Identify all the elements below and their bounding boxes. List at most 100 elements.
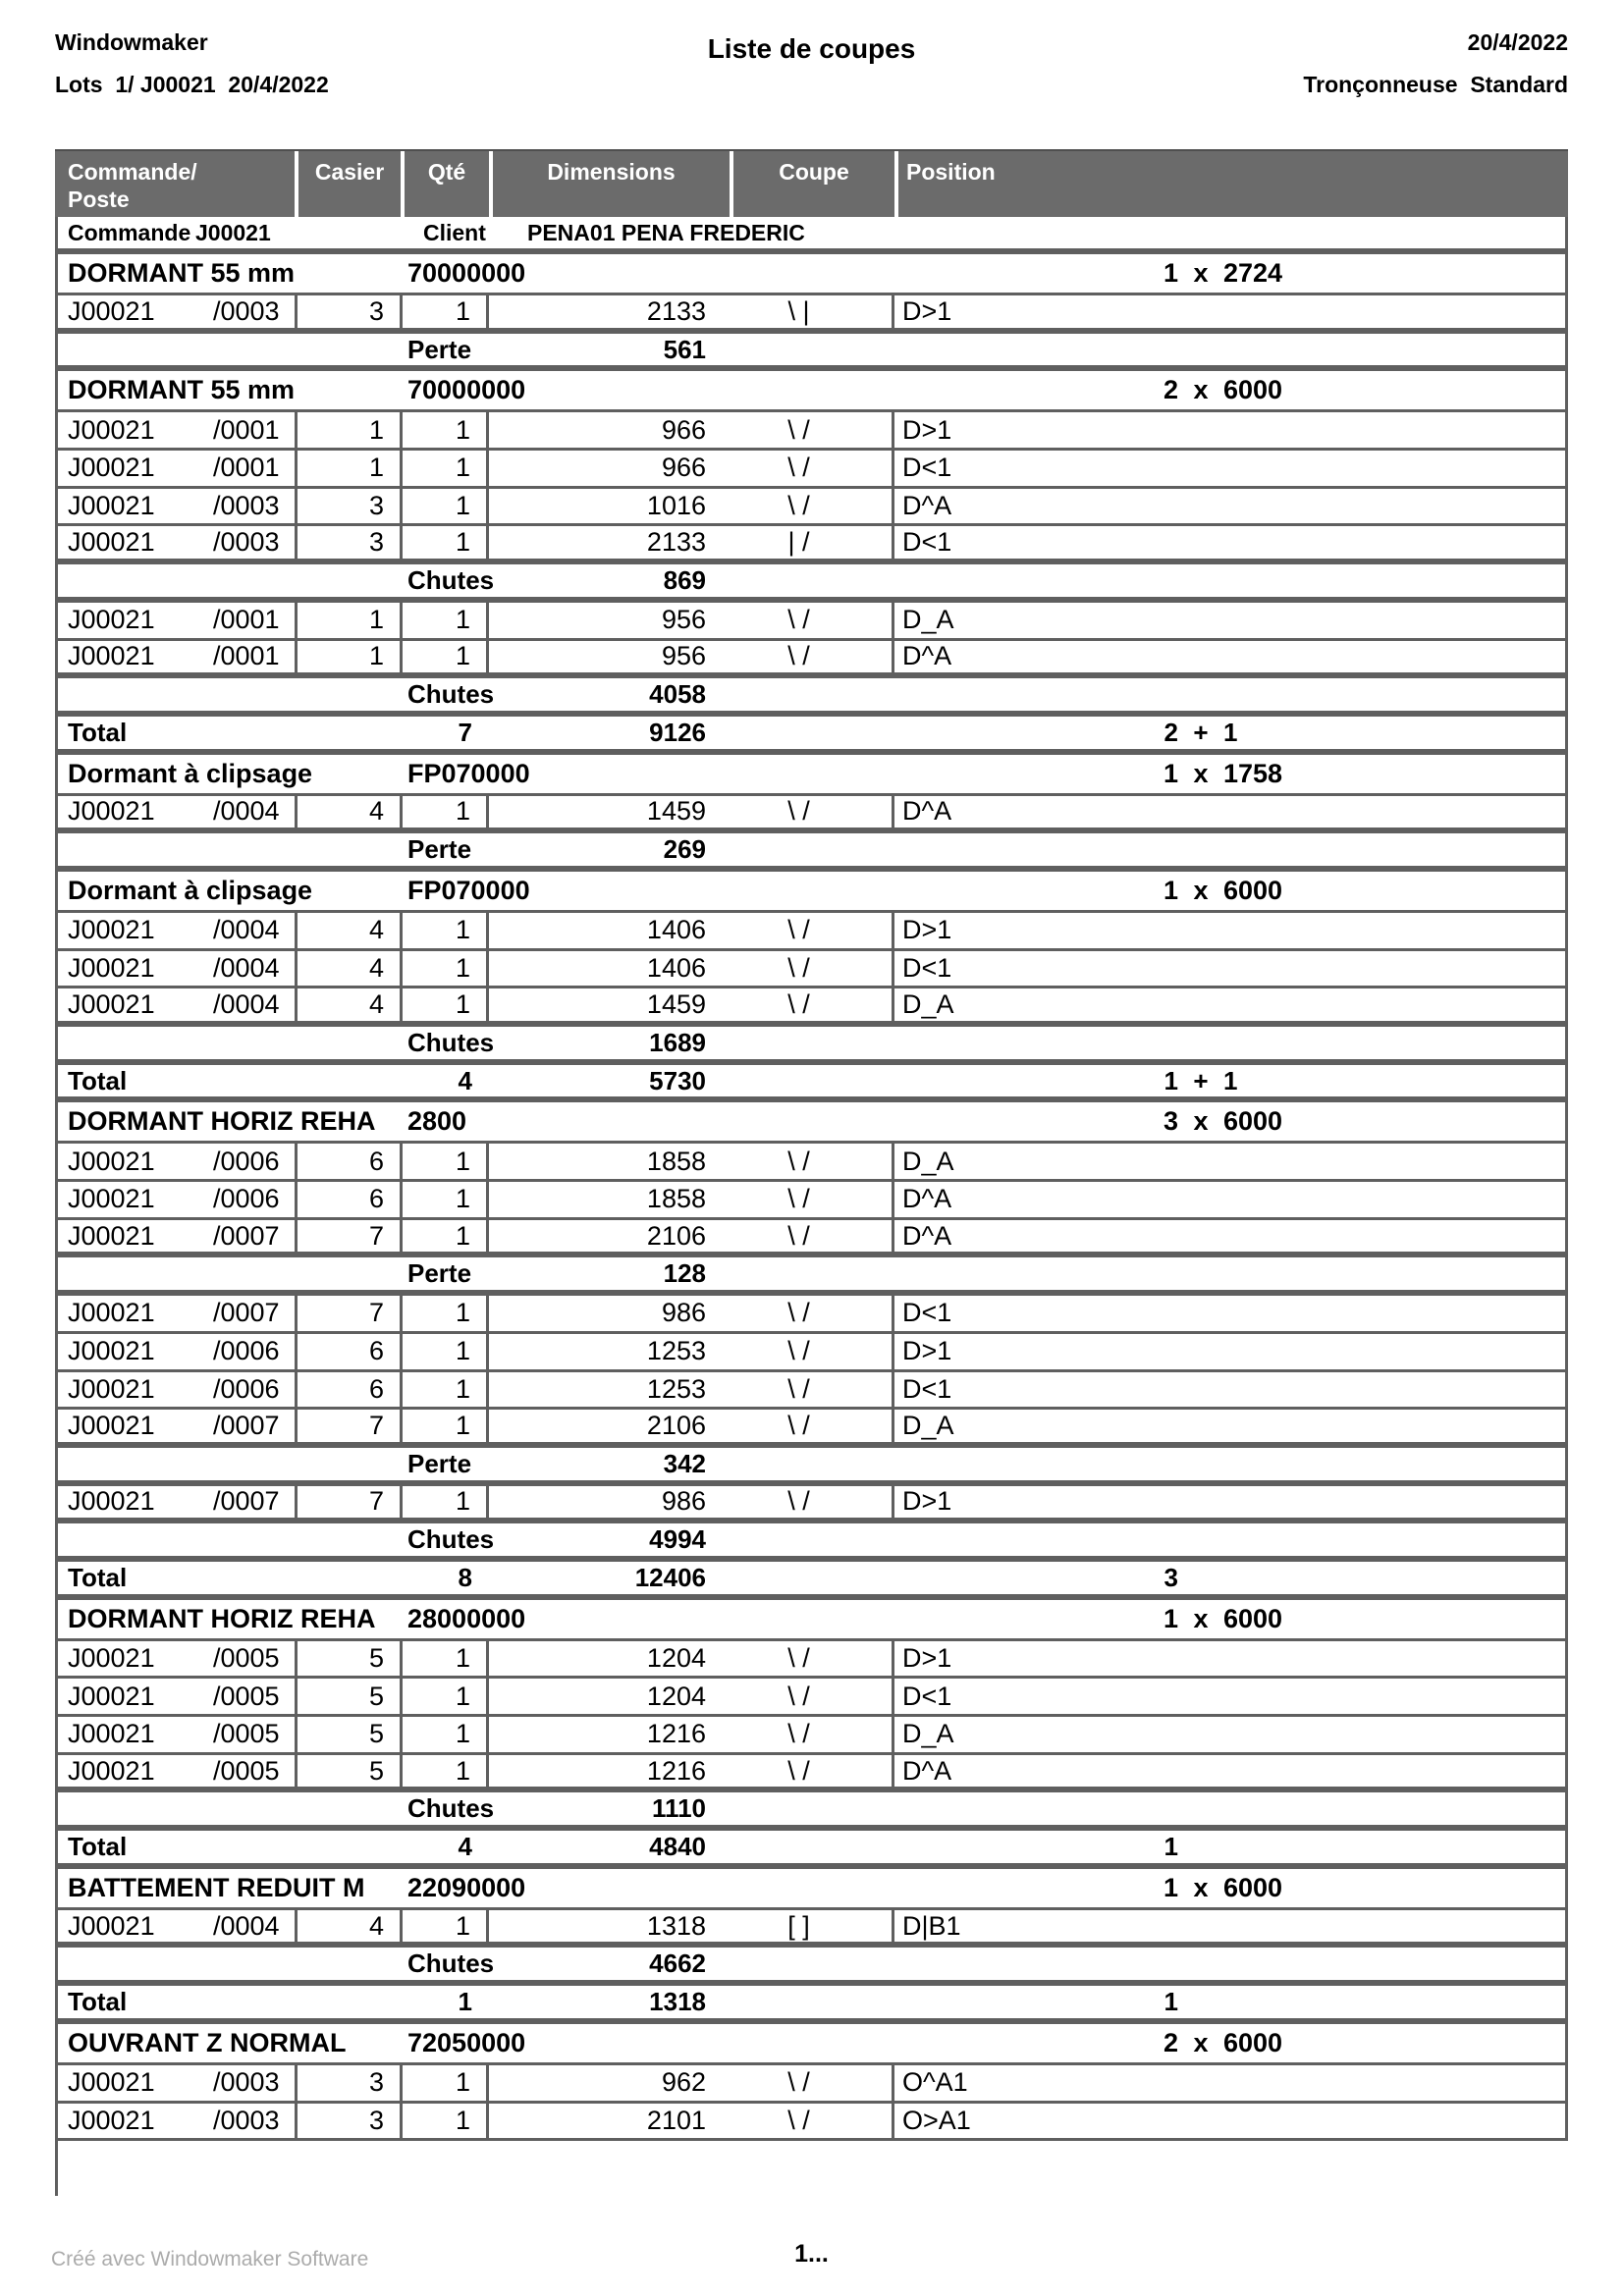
poste-number: /0001 [213, 453, 280, 483]
footer-credit: Créé avec Windowmaker Software [51, 2248, 369, 2270]
position-cell: D_A [892, 988, 1565, 1021]
waste-label: Chutes [407, 1949, 495, 1979]
bar-separator: x [1193, 1603, 1209, 1633]
bar-separator: x [1193, 2027, 1209, 2057]
commande-poste-cell: J00021 /0001 [58, 451, 295, 486]
waste-label: Chutes [407, 679, 495, 710]
table-header-row: Commande/ Poste Casier Qté Dimensions Co… [55, 149, 1568, 217]
dimensions-coupe-cell: 1253 \ / [486, 1371, 892, 1408]
cut-row: J00021 /0006 6 1 1253 \ / D>1 [55, 1333, 1568, 1372]
order-number: J00021 [68, 453, 155, 483]
commande-poste-cell: J00021 /0005 [58, 1717, 295, 1752]
dimension-value: 962 [661, 2067, 706, 2098]
waste-row: Chutes 869 [55, 564, 1568, 603]
waste-value: 4662 [649, 1949, 706, 1979]
poste-number: /0007 [213, 1298, 280, 1328]
poste-number: /0005 [213, 1719, 280, 1749]
poste-number: /0001 [213, 605, 280, 635]
cut-row: J00021 /0003 3 1 962 \ / O^A1 [55, 2064, 1568, 2104]
casier-cell: 7 [295, 1410, 400, 1442]
casier-cell: 6 [295, 1182, 400, 1217]
casier-cell: 6 [295, 1333, 400, 1369]
dimension-value: 1858 [646, 1184, 706, 1214]
waste-value: 1110 [652, 1793, 706, 1824]
dimensions-coupe-cell: 1318 [ ] [486, 1909, 892, 1943]
cut-row: J00021 /0005 5 1 1204 \ / D>1 [55, 1640, 1568, 1680]
casier-cell: 4 [295, 912, 400, 948]
total-row: Total 7 9126 2 + 1 [55, 716, 1568, 755]
total-length: 9126 [649, 717, 706, 747]
qty-cell: 1 [400, 795, 486, 828]
coupe-symbol: \ / [787, 1146, 810, 1176]
casier-cell: 4 [295, 1909, 400, 1943]
position-cell: D>1 [892, 1485, 1565, 1519]
coupe-symbol: \ / [787, 1719, 810, 1749]
qty-cell: 1 [400, 1909, 486, 1943]
profile-name: DORMANT HORIZ REHA [68, 1603, 376, 1633]
total-label: Total [68, 717, 128, 747]
profile-name: DORMANT 55 mm [68, 258, 296, 288]
profile-code: 70000000 [407, 258, 526, 288]
casier-cell: 5 [295, 1754, 400, 1788]
position-cell: D_A [892, 1144, 1565, 1180]
position-cell: D>1 [892, 912, 1565, 948]
total-bar-count: 2 [1164, 717, 1178, 747]
coupe-symbol: \ / [787, 491, 810, 521]
coupe-symbol: \ / [787, 796, 810, 827]
casier-cell: 3 [295, 295, 400, 328]
commande-poste-cell: J00021 /0003 [58, 526, 295, 559]
profile-code: 2800 [407, 1106, 467, 1137]
bar-count: 1 [1163, 875, 1178, 905]
cut-row: J00021 /0006 6 1 1858 \ / D_A [55, 1144, 1568, 1183]
order-number: J00021 [68, 1486, 155, 1517]
total-length: 5730 [649, 1065, 706, 1095]
profile-code: 22090000 [407, 1872, 526, 1902]
table-body: Commande J00021 Client PENA01 PENA FREDE… [55, 217, 1568, 2142]
position-cell: D|B1 [892, 1909, 1565, 1943]
commande-poste-cell: J00021 /0007 [58, 1296, 295, 1331]
total-label: Total [68, 1986, 128, 2016]
bar-count: 2 [1163, 375, 1178, 405]
poste-number: /0007 [213, 1411, 280, 1441]
bar-length: 6000 [1223, 2027, 1283, 2057]
profile-group-row: OUVRANT Z NORMAL 72050000 2 x 6000 [55, 2023, 1568, 2065]
cutting-list-table: Commande/ Poste Casier Qté Dimensions Co… [55, 149, 1568, 2197]
order-number: J00021 [68, 491, 155, 521]
commande-poste-cell: J00021 /0003 [58, 295, 295, 328]
commande-poste-cell: J00021 /0007 [58, 1486, 295, 1519]
order-number: J00021 [68, 2105, 155, 2135]
position-cell: D<1 [892, 1679, 1565, 1714]
poste-number: /0004 [213, 989, 280, 1020]
commande-number: J00021 [195, 219, 271, 245]
report-date: 20/4/2022 [1467, 29, 1568, 55]
casier-cell: 4 [295, 795, 400, 828]
bar-length: 6000 [1223, 1106, 1283, 1137]
total-qty: 4 [458, 1831, 472, 1861]
casier-cell: 7 [295, 1485, 400, 1519]
qty-cell: 1 [400, 1485, 486, 1519]
total-label: Total [68, 1065, 128, 1095]
order-number: J00021 [68, 1755, 155, 1786]
profile-name: BATTEMENT REDUIT M [68, 1872, 365, 1902]
coupe-symbol: \ / [787, 1486, 810, 1517]
commande-poste-cell: J00021 /0005 [58, 1641, 295, 1677]
coupe-symbol: [ ] [787, 1910, 810, 1941]
total-bar-count: 1 [1164, 1986, 1178, 2016]
coupe-symbol: \ / [787, 1642, 810, 1673]
profile-group-row: Dormant à clipsage FP070000 1 x 1758 [55, 754, 1568, 796]
poste-number: /0004 [213, 796, 280, 827]
coupe-symbol: \ / [787, 989, 810, 1020]
bar-length: 1758 [1223, 758, 1283, 788]
coupe-symbol: | / [787, 527, 810, 558]
qty-cell: 1 [400, 526, 486, 560]
poste-number: /0003 [213, 295, 280, 326]
coupe-symbol: \ / [787, 605, 810, 635]
total-bar-extra: 1 [1223, 1065, 1238, 1095]
order-number: J00021 [68, 605, 155, 635]
coupe-symbol: \ / [787, 641, 810, 671]
cut-row: J00021 /0001 1 1 956 \ / D_A [55, 602, 1568, 641]
poste-number: /0006 [213, 1184, 280, 1214]
qty-cell: 1 [400, 1640, 486, 1677]
bar-separator: x [1193, 875, 1209, 905]
coupe-symbol: \ / [787, 952, 810, 983]
